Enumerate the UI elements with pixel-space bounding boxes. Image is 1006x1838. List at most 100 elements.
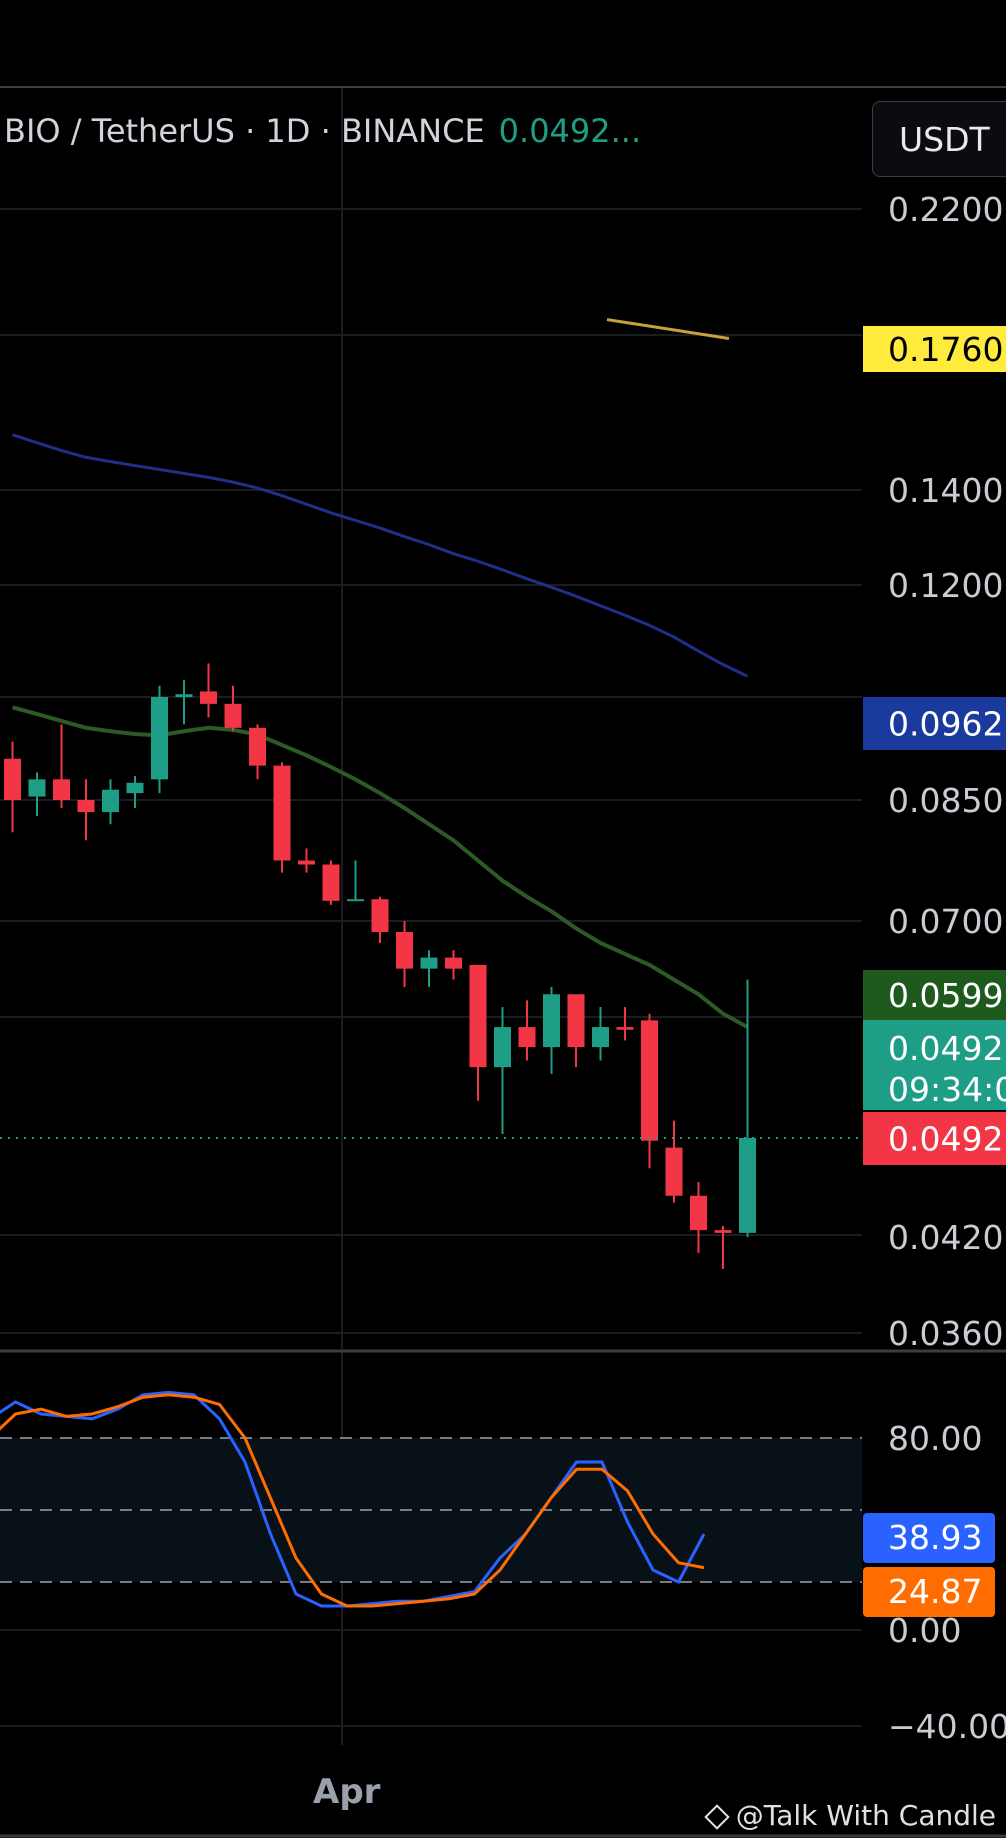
candle-17 [420,950,438,987]
candle-23 [567,994,585,1068]
price-label-time: 09:34:0 [888,1070,1006,1109]
currency-button[interactable]: USDT [872,101,1006,177]
candle-body [592,1027,609,1048]
candle-2 [53,724,70,809]
candle-14 [347,860,364,902]
candle-30 [739,979,756,1237]
candle-body [396,931,413,969]
candle-body [420,957,438,969]
price-label-3: 0.0492 [888,1029,1003,1068]
price-label-bg-0 [863,326,1006,372]
candle-body [714,1230,732,1233]
candle-logo-icon [704,1804,730,1830]
price-label-0: 0.1760 [888,330,1003,369]
x-tick-apr: Apr [313,1772,381,1812]
ma-line-2 [606,318,730,341]
y-tick-0: 0.2200 [888,190,1003,229]
watermark: @Talk With Candle [704,1799,996,1832]
candle-body [175,694,193,697]
stoch-value-1: 38.93 [888,1518,982,1557]
stoch-tick-3: 0.00 [888,1611,961,1650]
candle-3 [77,779,95,841]
y-tick-1: 0.1400 [888,471,1003,510]
candle-25 [616,1007,634,1041]
candle-12 [298,848,315,873]
stoch-value-bg-2 [863,1567,995,1617]
candle-7 [175,680,193,725]
candle-body [445,957,462,969]
candle-5 [126,775,144,809]
candle-21 [518,1000,536,1061]
candle-body [53,779,70,800]
watermark-text: @Talk With Candle [735,1799,996,1832]
candle-body [102,789,119,813]
price-label-2: 0.0599 [888,976,1003,1015]
candle-8 [200,663,217,718]
candle-body [347,899,364,902]
candle-0 [4,741,21,833]
candle-9 [224,685,242,732]
candle-body [4,758,21,800]
candle-13 [322,860,340,905]
candle-body [224,703,242,728]
stoch-series-1 [0,1393,705,1608]
stoch-value-2: 24.87 [888,1572,982,1611]
candle-body [77,800,95,813]
stoch-tick-4: −40.00 [888,1707,1006,1746]
candle-19 [469,964,487,1101]
candle-11 [273,762,291,873]
candle-10 [249,724,266,780]
candle-body [469,964,487,1068]
candle-6 [151,685,168,794]
candle-16 [396,921,413,987]
candle-body [494,1027,511,1068]
candle-body [665,1147,683,1196]
price-label-bg-1 [863,697,1006,750]
candle-24 [592,1007,609,1061]
candle-body [200,691,217,704]
candle-body [249,727,266,766]
candle-28 [690,1182,707,1253]
candle-22 [543,986,560,1074]
candle-body [151,697,168,780]
stoch-tick-0: 80.00 [888,1419,982,1458]
symbol-label: BIO / TetherUS · 1D · BINANCE [4,112,485,150]
ma-line-0 [12,433,749,678]
candle-body [298,860,315,865]
candle-body [273,765,291,861]
candle-body [28,779,46,797]
chart-title: BIO / TetherUS · 1D · BINANCE 0.0492... [4,112,641,150]
candle-body [690,1195,707,1231]
candle-18 [445,950,462,980]
candle-27 [665,1120,683,1203]
candle-body [641,1020,658,1141]
price-label-bg-3 [863,1020,1006,1110]
last-price-label: 0.0492... [498,112,642,150]
y-tick-4: 0.0700 [888,902,1003,941]
candle-body [371,899,389,932]
candle-body [518,1027,536,1048]
candle-26 [641,1013,658,1169]
candle-body [616,1027,634,1030]
y-tick-5: 0.0420 [888,1218,1003,1257]
candle-15 [371,896,389,943]
candle-body [126,782,144,794]
candle-4 [102,779,119,825]
candle-body [322,864,340,901]
candle-20 [494,1007,511,1134]
y-tick-2: 0.1200 [888,566,1003,605]
candle-body [543,994,560,1048]
ma-line-1 [11,705,749,1029]
candle-1 [28,772,46,817]
price-label-bg-4 [863,1112,1006,1165]
candle-body [739,1138,756,1233]
price-label-4: 0.0492 [888,1120,1003,1159]
price-label-bg-2 [863,970,1006,1020]
stoch-value-bg-1 [863,1513,995,1563]
y-tick-3: 0.0850 [888,781,1003,820]
candle-body [567,994,585,1048]
y-tick-6: 0.0360 [888,1314,1003,1353]
candle-29 [714,1226,732,1269]
price-label-1: 0.0962 [888,705,1003,744]
